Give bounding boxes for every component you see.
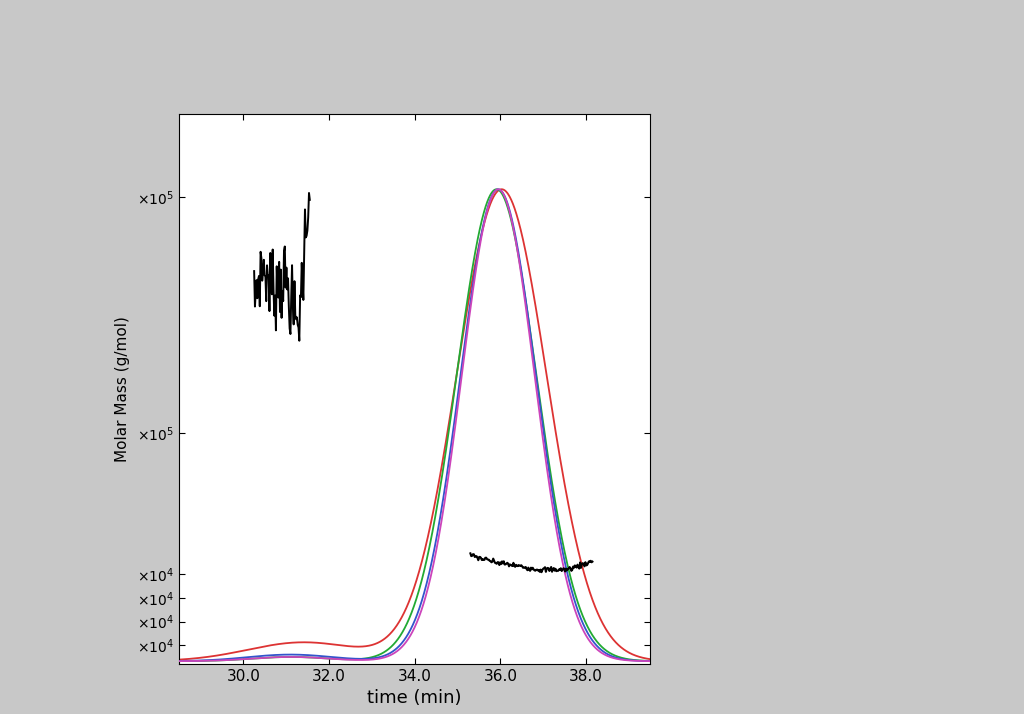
X-axis label: time (min): time (min) xyxy=(368,690,462,708)
Y-axis label: Molar Mass (g/mol): Molar Mass (g/mol) xyxy=(116,316,130,462)
